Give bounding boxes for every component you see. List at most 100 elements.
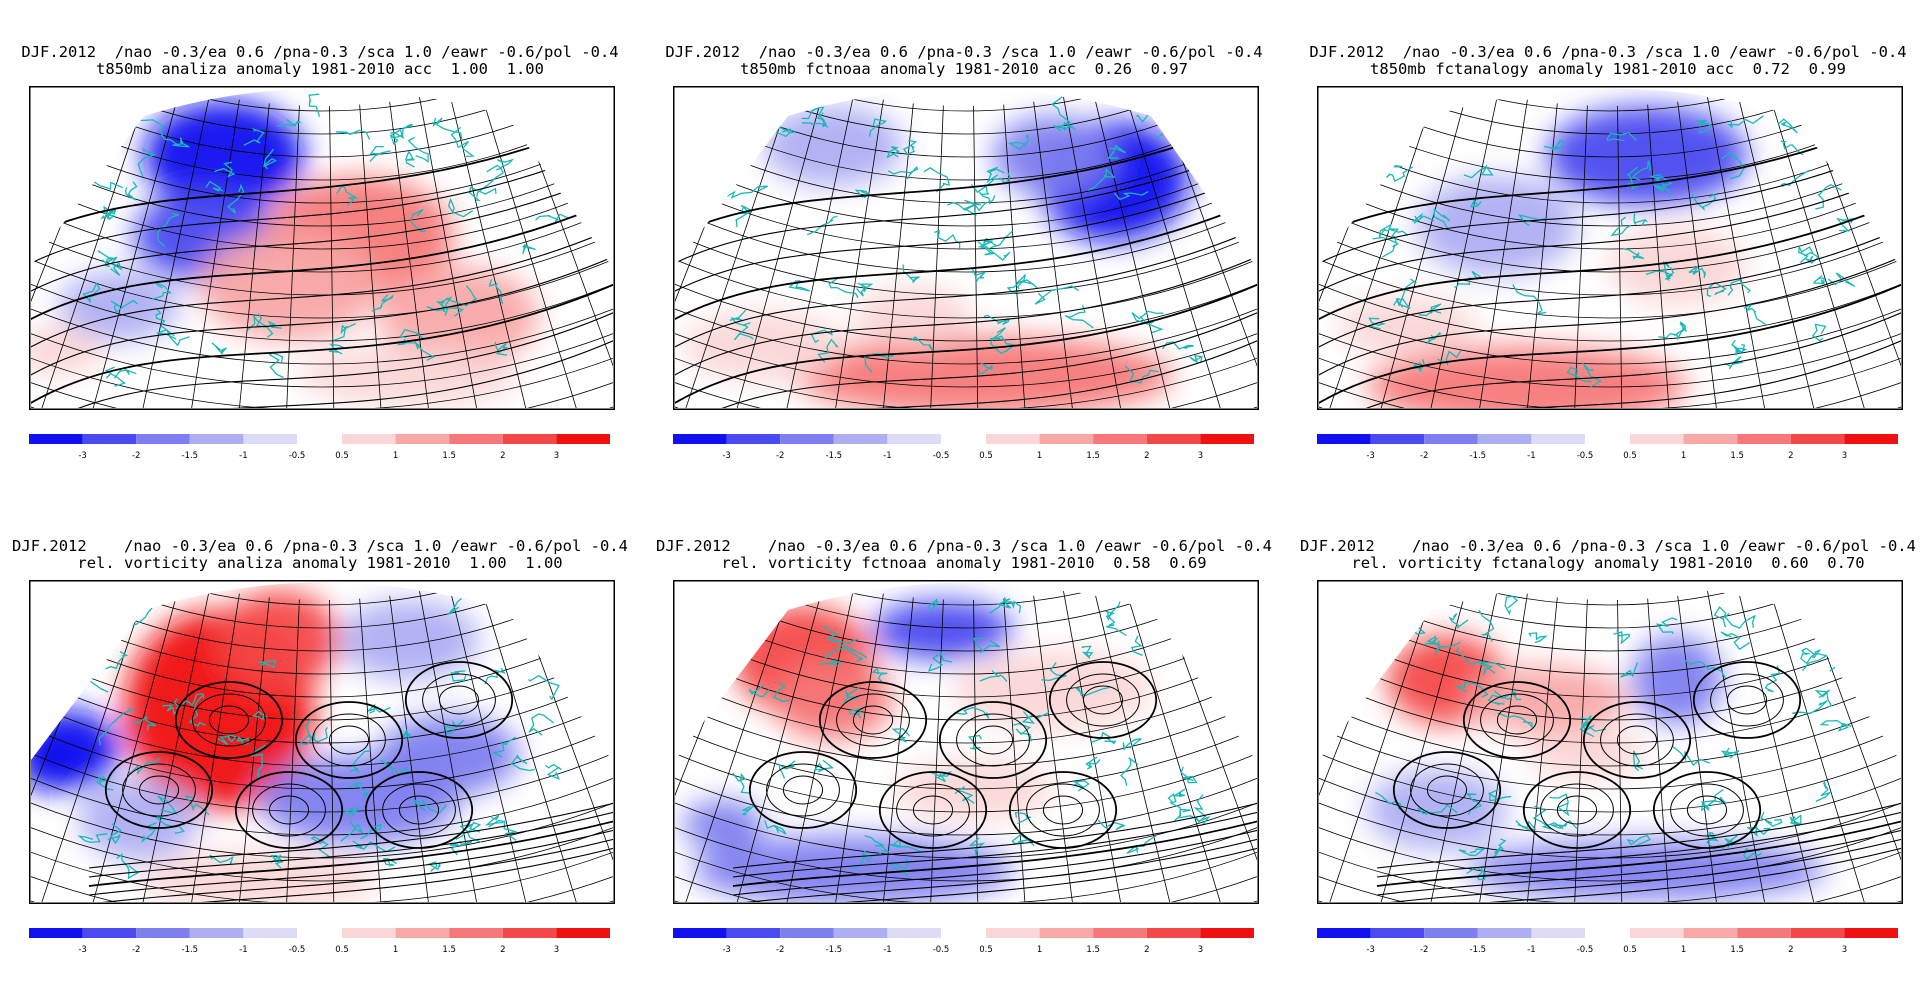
colorbar-tick-label: -0.5 xyxy=(933,451,950,461)
coastlines xyxy=(71,93,570,387)
colorbar-tick-label: -3 xyxy=(722,945,730,955)
colorbar-tick-label: -2 xyxy=(132,451,140,461)
anomaly-shading xyxy=(683,311,843,381)
panel-title-line2: t850mb fctanalogy anomaly 1981-2010 acc … xyxy=(1370,60,1846,78)
colorbar-tick-label: -0.5 xyxy=(289,451,306,461)
colorbar-swatch xyxy=(1424,928,1478,938)
anomaly-shading xyxy=(1367,346,1687,408)
colorbar-swatch xyxy=(1683,928,1738,938)
anomaly-map xyxy=(673,86,1259,410)
anomaly-shading xyxy=(1632,635,1722,725)
colorbar-tick-label: -3 xyxy=(722,451,730,461)
map-frame xyxy=(29,580,615,904)
colorbar-tick-label: 3 xyxy=(1198,945,1203,955)
anomaly-map xyxy=(29,580,615,904)
colorbar-swatch xyxy=(342,928,396,938)
colorbar-tick-label: -2 xyxy=(1420,451,1428,461)
colorbar-tick-label: 1.5 xyxy=(1086,451,1100,461)
colorbar-swatch xyxy=(1093,928,1147,938)
colorbar-tick-label: 3 xyxy=(554,945,559,955)
anomaly-map xyxy=(29,86,615,410)
map-frame xyxy=(673,580,1259,904)
colorbar-swatch xyxy=(449,928,503,938)
colorbar-swatch xyxy=(502,434,557,444)
colorbar-swatch xyxy=(1039,928,1094,938)
colorbar-tick-label: 1.5 xyxy=(442,945,456,955)
colorbar: -3 -2 -1.5 -1 -0.5 0.5 1 1.5 2 3 xyxy=(673,434,1254,461)
colorbar-tick-label: -2 xyxy=(1420,945,1428,955)
colorbar-tick-label: -1 xyxy=(1527,945,1535,955)
colorbar: -3 -2 -1.5 -1 -0.5 0.5 1 1.5 2 3 xyxy=(1317,434,1898,461)
colorbar-tick-label: -2 xyxy=(776,451,784,461)
colorbar-tick-label: 1.5 xyxy=(442,451,456,461)
colorbar-swatch xyxy=(1146,434,1201,444)
colorbar-tick-label: -0.5 xyxy=(289,945,306,955)
colorbar-swatch xyxy=(556,434,610,444)
panel-title-line2: rel. vorticity analiza anomaly 1981-2010… xyxy=(77,554,563,572)
colorbar-tick-label: -1 xyxy=(239,945,247,955)
colorbar-tick-label: -1 xyxy=(239,451,247,461)
graticule xyxy=(1319,88,1901,408)
colorbar-swatch xyxy=(29,434,83,444)
colorbar-tick-label: -1.5 xyxy=(1470,451,1487,461)
anomaly-map xyxy=(1317,86,1903,410)
anomaly-shading xyxy=(1337,296,1477,356)
colorbar-swatch xyxy=(1477,434,1532,444)
colorbar-tick-label: 2 xyxy=(1144,945,1149,955)
colorbar-tick-label: 1 xyxy=(1681,945,1686,955)
colorbar-swatch xyxy=(726,434,781,444)
colorbar-tick-label: 1 xyxy=(1681,451,1686,461)
colorbar-tick-label: 1.5 xyxy=(1730,451,1744,461)
colorbar-swatch xyxy=(1630,928,1684,938)
panel-title-line2: t850mb fctnoaa anomaly 1981-2010 acc 0.2… xyxy=(740,60,1188,78)
colorbar-swatch xyxy=(1477,928,1532,938)
colorbar-tick-label: 3 xyxy=(1198,451,1203,461)
colorbar-swatch xyxy=(342,434,396,444)
graticule xyxy=(675,582,1257,902)
colorbar-tick-label: 0.5 xyxy=(979,451,993,461)
colorbar-swatch xyxy=(1370,928,1425,938)
colorbar-tick-label: 1.5 xyxy=(1730,945,1744,955)
colorbar-tick-label: 3 xyxy=(1842,451,1847,461)
colorbar-swatch xyxy=(189,928,244,938)
anomaly-shading xyxy=(379,266,539,366)
colorbar-swatch xyxy=(1790,434,1845,444)
colorbar-swatch xyxy=(449,434,503,444)
anomaly-shading xyxy=(1367,770,1507,850)
panel-title-line1: DJF.2012 /nao -0.3/ea 0.6 /pna-0.3 /sca … xyxy=(665,43,1263,61)
colorbar-tick-label: -1.5 xyxy=(182,945,199,955)
colorbar-swatch xyxy=(833,434,888,444)
colorbar-tick-label: 0.5 xyxy=(1623,945,1637,955)
colorbar-swatch xyxy=(1093,434,1147,444)
panel-vorticity-fctanalogy: DJF.2012 /nao -0.3/ea 0.6 /pna-0.3 /sca … xyxy=(1288,494,1920,988)
colorbar-swatch xyxy=(1737,434,1791,444)
panel-title-line2: rel. vorticity fctanalogy anomaly 1981-2… xyxy=(1351,554,1865,572)
colorbar-tick-label: 2 xyxy=(1788,451,1793,461)
colorbar-swatch xyxy=(1844,928,1898,938)
colorbar-swatch xyxy=(82,928,137,938)
panel-title-line1: DJF.2012 /nao -0.3/ea 0.6 /pna-0.3 /sca … xyxy=(656,537,1272,555)
map-frame xyxy=(673,86,1259,410)
colorbar-swatch xyxy=(243,928,297,938)
panel-title-line1: DJF.2012 /nao -0.3/ea 0.6 /pna-0.3 /sca … xyxy=(12,537,628,555)
panel-title-line2: rel. vorticity fctnoaa anomaly 1981-2010… xyxy=(721,554,1207,572)
colorbar-swatch xyxy=(1317,928,1371,938)
colorbar-swatch xyxy=(136,434,190,444)
colorbar-tick-label: -0.5 xyxy=(1577,451,1594,461)
map-frame xyxy=(29,86,615,410)
colorbar-tick-label: -2 xyxy=(776,945,784,955)
colorbar-swatch xyxy=(1683,434,1738,444)
colorbar-swatch xyxy=(29,928,83,938)
colorbar-tick-label: -0.5 xyxy=(1577,945,1594,955)
colorbar-tick-label: 0.5 xyxy=(335,945,349,955)
colorbar-tick-label: -2 xyxy=(132,945,140,955)
contours xyxy=(1319,115,1901,408)
colorbar-swatch xyxy=(1844,434,1898,444)
anomaly-shading xyxy=(1417,176,1577,276)
panel-title-line2: t850mb analiza anomaly 1981-2010 acc 1.0… xyxy=(96,60,544,78)
anomaly-shading xyxy=(79,780,199,860)
colorbar-swatch xyxy=(673,928,727,938)
colorbar-tick-label: 3 xyxy=(554,451,559,461)
anomaly-shading xyxy=(379,715,519,795)
colorbar: -3 -2 -1.5 -1 -0.5 0.5 1 1.5 2 3 xyxy=(29,434,610,461)
